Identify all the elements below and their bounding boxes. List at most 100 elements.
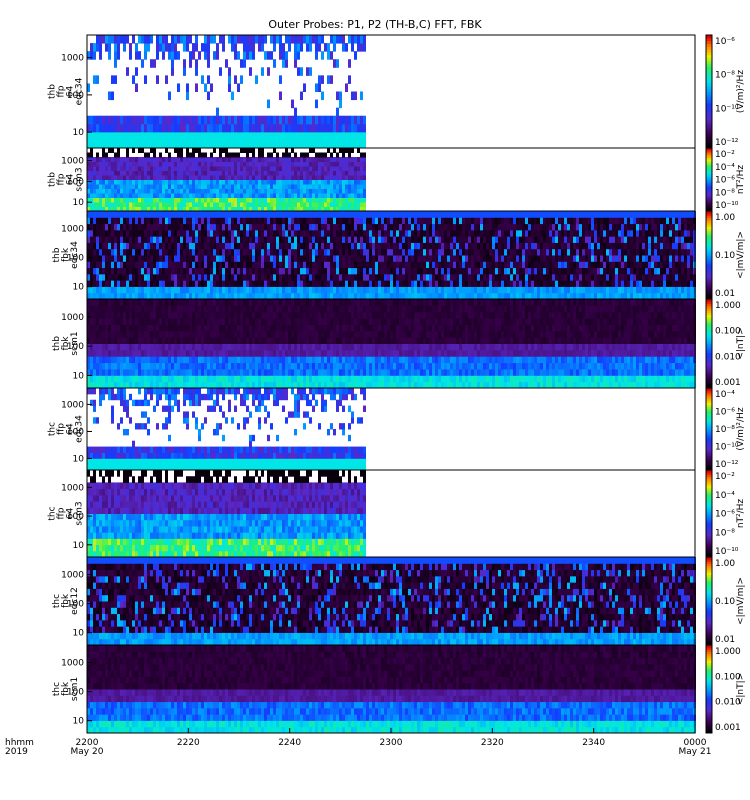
heat-cell	[351, 217, 354, 225]
heat-cell	[558, 261, 561, 269]
heat-cell	[114, 193, 117, 198]
heat-cell	[123, 223, 126, 231]
heat-cell	[207, 223, 210, 231]
heat-cell	[411, 255, 414, 262]
heat-cell	[183, 179, 186, 185]
heat-cell	[273, 229, 276, 237]
heat-cell	[414, 229, 417, 237]
heat-cell	[204, 184, 207, 189]
heat-cell	[111, 280, 114, 287]
heat-cell	[177, 202, 180, 207]
heat-cell	[108, 362, 111, 370]
heat-cell	[279, 75, 282, 84]
heat-cell	[99, 337, 102, 344]
heat-cell	[474, 236, 477, 243]
colorbar-segment	[706, 283, 712, 287]
heat-cell	[360, 286, 363, 294]
heat-cell	[294, 152, 297, 158]
heat-cell	[333, 148, 336, 153]
heat-cell	[414, 211, 417, 218]
heat-cell	[345, 115, 348, 125]
heat-cell	[219, 67, 222, 76]
heat-cell	[174, 179, 177, 185]
heat-cell	[405, 280, 408, 287]
heat-cell	[360, 152, 363, 158]
heat-cell	[276, 175, 279, 180]
heat-cell	[282, 131, 285, 141]
colorbar-segment	[706, 263, 712, 267]
heat-cell	[570, 292, 573, 300]
heat-cell	[441, 236, 444, 243]
heat-cell	[393, 223, 396, 231]
heat-cell	[366, 286, 369, 294]
heat-cell	[627, 236, 630, 243]
heat-cell	[342, 175, 345, 180]
heat-cell	[207, 286, 210, 294]
heat-cell	[273, 115, 276, 125]
heat-cell	[429, 242, 432, 250]
heat-cell	[648, 242, 651, 250]
heat-cell	[561, 273, 564, 281]
heat-cell	[249, 193, 252, 198]
heat-cell	[90, 223, 93, 231]
heat-cell	[138, 170, 141, 176]
heat-cell	[546, 211, 549, 218]
heat-cell	[516, 229, 519, 237]
heat-cell	[609, 255, 612, 262]
heat-cell	[501, 280, 504, 287]
heat-cell	[603, 261, 606, 269]
heat-cell	[261, 211, 264, 218]
heat-cell	[312, 211, 315, 218]
heat-cell	[603, 211, 606, 218]
heat-cell	[237, 292, 240, 300]
heat-cell	[312, 179, 315, 185]
heat-cell	[372, 267, 375, 275]
heat-cell	[330, 286, 333, 294]
heat-cell	[483, 242, 486, 250]
heat-cell	[117, 197, 120, 203]
heat-cell	[228, 157, 231, 162]
heat-cell	[246, 286, 249, 294]
heat-cell	[279, 166, 282, 171]
heat-cell	[363, 292, 366, 300]
heat-cell	[360, 91, 363, 101]
heat-cell	[114, 242, 117, 250]
heat-cell	[495, 217, 498, 225]
heat-cell	[363, 248, 366, 256]
heat-cell	[87, 236, 90, 243]
heat-cell	[216, 267, 219, 275]
heat-cell	[570, 223, 573, 231]
heat-cell	[126, 157, 129, 162]
heat-cell	[312, 202, 315, 207]
heat-cell	[186, 217, 189, 225]
heat-cell	[168, 197, 171, 203]
heat-cell	[261, 43, 264, 52]
heat-cell	[201, 170, 204, 176]
heat-cell	[330, 280, 333, 287]
colorbar-segment	[706, 116, 712, 121]
heat-cell	[180, 292, 183, 300]
heat-cell	[528, 280, 531, 287]
colorbar-unit: (V/m)²/Hz	[736, 70, 746, 113]
heat-cell	[309, 179, 312, 185]
heat-cell	[183, 59, 186, 68]
heat-cell	[114, 229, 117, 237]
heat-cell	[297, 248, 300, 256]
heat-cell	[240, 175, 243, 180]
heat-cell	[354, 286, 357, 294]
heat-cell	[105, 175, 108, 180]
heat-cell	[195, 166, 198, 171]
heat-cell	[201, 202, 204, 207]
heat-cell	[153, 184, 156, 189]
heat-cell	[357, 148, 360, 153]
heat-cell	[342, 261, 345, 269]
heat-cell	[363, 175, 366, 180]
heat-cell	[324, 267, 327, 275]
heat-cell	[174, 242, 177, 250]
heat-cell	[543, 255, 546, 262]
heat-cell	[165, 248, 168, 256]
heat-cell	[213, 35, 216, 44]
heat-cell	[207, 35, 210, 44]
heat-cell	[597, 217, 600, 225]
heat-cell	[246, 188, 249, 194]
